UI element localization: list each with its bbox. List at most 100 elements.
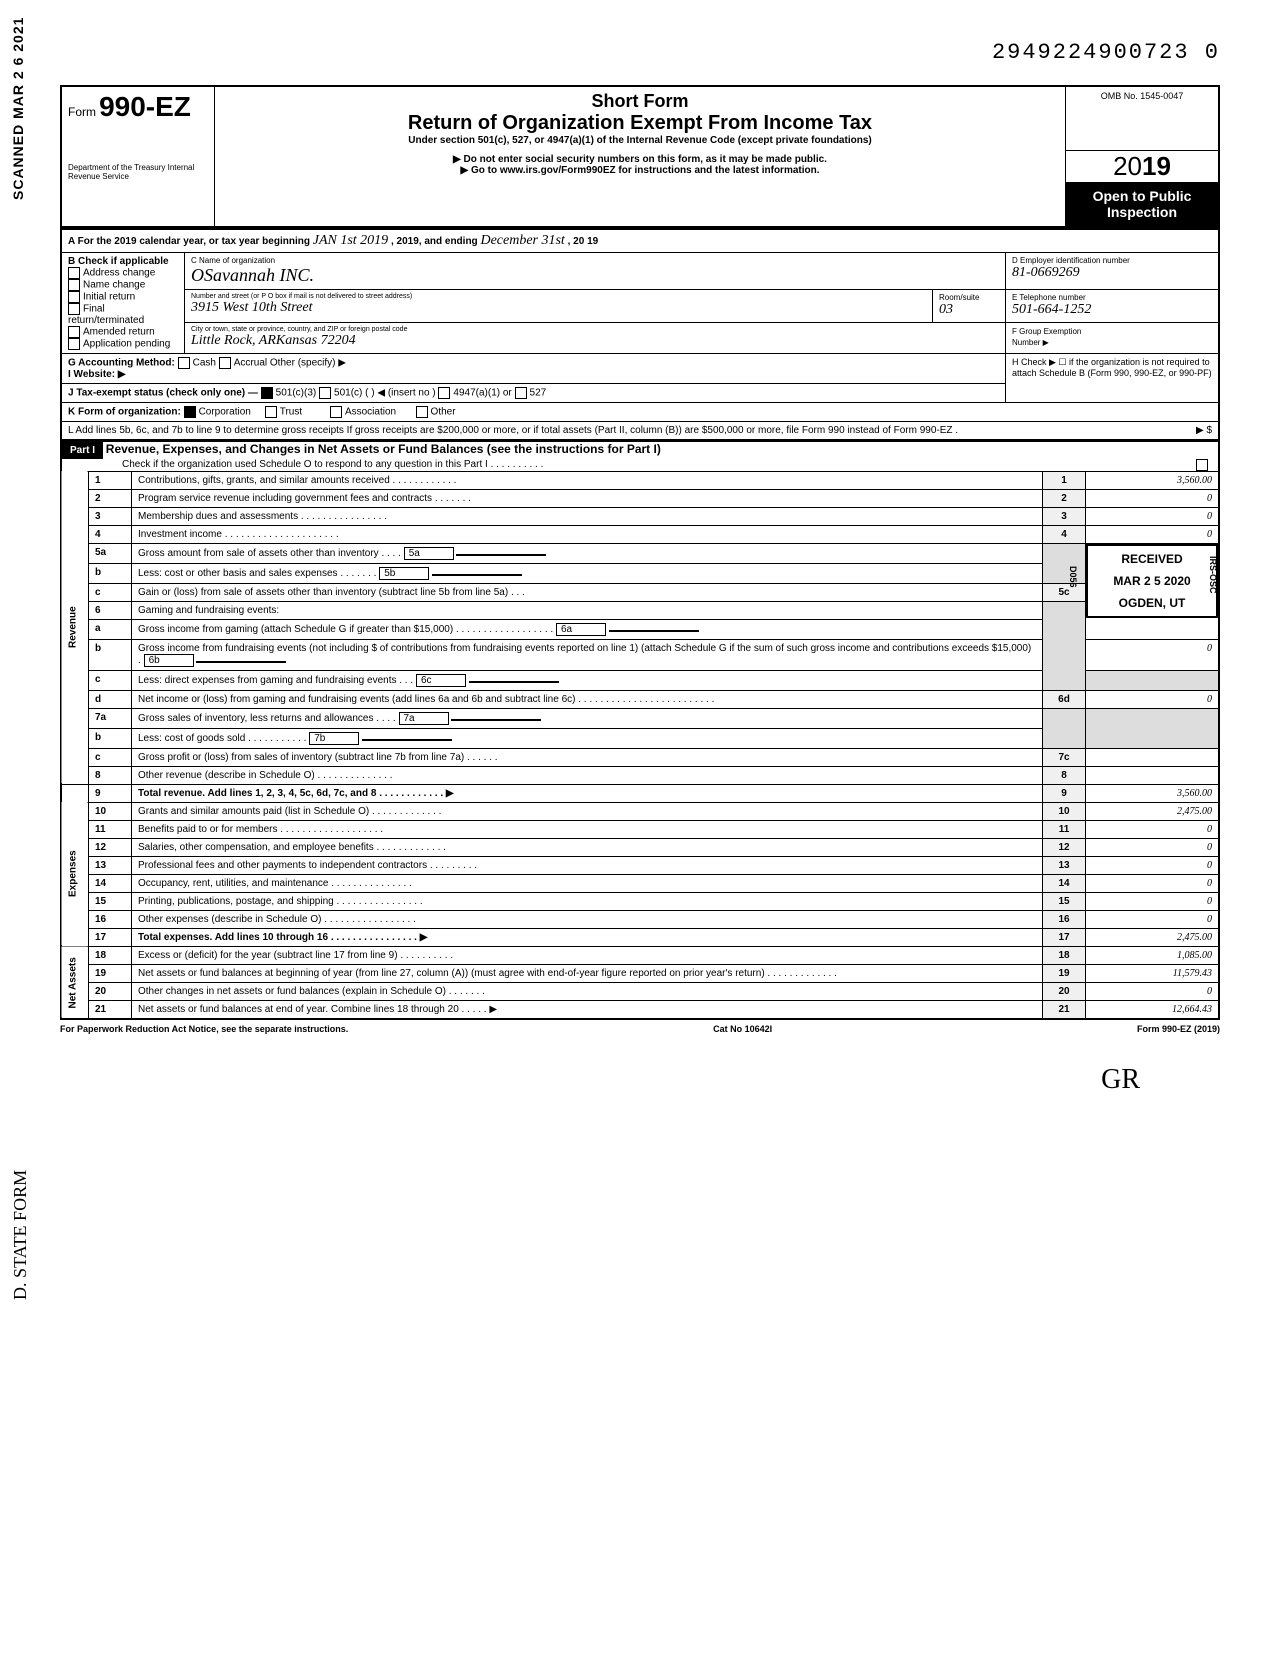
line-14-box: 14 — [1043, 874, 1086, 892]
dept-label: Department of the Treasury Internal Reve… — [68, 163, 208, 181]
line-2-num: 2 — [89, 489, 132, 507]
line-17-num: 17 — [89, 928, 132, 946]
form-number: 990-EZ — [99, 91, 191, 122]
line-2-box: 2 — [1043, 489, 1086, 507]
box-6a-amt[interactable] — [609, 630, 699, 632]
line-14-desc: Occupancy, rent, utilities, and maintena… — [132, 874, 1043, 892]
line-7c-desc: Gross profit or (loss) from sales of inv… — [132, 748, 1043, 766]
line-11-amount: 0 — [1086, 820, 1220, 838]
line-8-box: 8 — [1043, 766, 1086, 784]
insert-label: ) ◀ (insert no ) — [371, 387, 435, 398]
line-6d-desc: Net income or (loss) from gaming and fun… — [132, 690, 1043, 708]
line-6d-box: 6d — [1043, 690, 1086, 708]
line-12-amount: 0 — [1086, 838, 1220, 856]
line-8-num: 8 — [89, 766, 132, 784]
k-label: K Form of organization: — [68, 406, 181, 417]
line-9-desc: Total revenue. Add lines 1, 2, 3, 4, 5c,… — [132, 784, 1043, 802]
line-7c-num: c — [89, 748, 132, 766]
calendar-line: A For the 2019 calendar year, or tax yea… — [68, 236, 310, 247]
other-method-label: Other (specify) ▶ — [270, 357, 346, 368]
amended-checkbox[interactable] — [68, 326, 80, 338]
app-pending-label: Application pending — [83, 338, 170, 349]
line-13-amount: 0 — [1086, 856, 1220, 874]
line-17-amount: 2,475.00 — [1086, 928, 1220, 946]
box-7b-amt[interactable] — [362, 739, 452, 741]
box-5b-amt[interactable] — [432, 574, 522, 576]
accrual-checkbox[interactable] — [219, 357, 231, 369]
initial-return-checkbox[interactable] — [68, 291, 80, 303]
received-stamp: RECEIVED MAR 2 5 2020 OGDEN, UT IRS-OSC … — [1086, 544, 1218, 618]
line-18-desc: Excess or (deficit) for the year (subtra… — [132, 946, 1043, 964]
box-6c: 6c — [416, 674, 466, 687]
website-link: ▶ Go to www.irs.gov/Form990EZ for instru… — [221, 165, 1059, 176]
line-6a-num: a — [89, 619, 132, 639]
line-20-box: 20 — [1043, 982, 1086, 1000]
document-id: 2949224900723 0 — [60, 40, 1220, 65]
form-prefix: Form — [68, 105, 96, 119]
line-5c-box: 5c — [1043, 583, 1086, 601]
4947-checkbox[interactable] — [438, 387, 450, 399]
room-label: Room/suite — [939, 293, 999, 302]
line-8-desc: Other revenue (describe in Schedule O) .… — [132, 766, 1043, 784]
assoc-checkbox[interactable] — [330, 406, 342, 418]
line-1-num: 1 — [89, 471, 132, 489]
part1-label: Part I — [62, 442, 103, 459]
e-label: E Telephone number — [1012, 293, 1212, 302]
501c-label: 501(c) ( — [334, 387, 368, 398]
line-15-box: 15 — [1043, 892, 1086, 910]
line-15-num: 15 — [89, 892, 132, 910]
corp-checkbox[interactable] — [184, 406, 196, 418]
line-12-desc: Salaries, other compensation, and employ… — [132, 838, 1043, 856]
addr-change-checkbox[interactable] — [68, 267, 80, 279]
assoc-label: Association — [345, 406, 396, 417]
street-value: 3915 West 10th Street — [191, 300, 926, 316]
city-label: City or town, state or province, country… — [191, 326, 999, 333]
trust-label: Trust — [280, 406, 302, 417]
schedule-o-checkbox[interactable] — [1196, 459, 1208, 471]
final-return-checkbox[interactable] — [68, 303, 80, 315]
line-7a-desc: Gross sales of inventory, less returns a… — [132, 708, 1043, 728]
section-b-label: B Check if applicable — [68, 256, 169, 267]
footer-mid: Cat No 10642I — [713, 1024, 772, 1034]
part1-title: Revenue, Expenses, and Changes in Net As… — [106, 442, 661, 456]
room-value: 03 — [939, 302, 999, 318]
box-7a-amt[interactable] — [451, 719, 541, 721]
trust-checkbox[interactable] — [265, 406, 277, 418]
line-12-num: 12 — [89, 838, 132, 856]
line-3-desc: Membership dues and assessments . . . . … — [132, 507, 1043, 525]
omb-number: OMB No. 1545-0047 — [1066, 86, 1220, 150]
line-20-desc: Other changes in net assets or fund bala… — [132, 982, 1043, 1000]
4947-label: 4947(a)(1) or — [453, 387, 511, 398]
line-5a-desc: Gross amount from sale of assets other t… — [132, 543, 1043, 563]
box-6c-amt[interactable] — [469, 681, 559, 683]
501c3-label: 501(c)(3) — [276, 387, 317, 398]
line-6d-num: d — [89, 690, 132, 708]
line-19-box: 19 — [1043, 964, 1086, 982]
527-checkbox[interactable] — [515, 387, 527, 399]
line-17-desc: Total expenses. Add lines 10 through 16 … — [132, 928, 1043, 946]
tax-year: 2019 — [1066, 151, 1218, 182]
line-16-desc: Other expenses (describe in Schedule O) … — [132, 910, 1043, 928]
j-label: J Tax-exempt status (check only one) — — [68, 387, 258, 398]
line-16-box: 16 — [1043, 910, 1086, 928]
open-public-badge: Open to Public Inspection — [1066, 182, 1218, 226]
501c-checkbox[interactable] — [319, 387, 331, 399]
name-change-label: Name change — [83, 279, 145, 290]
line-7c-amount — [1086, 748, 1220, 766]
line-21-box: 21 — [1043, 1000, 1086, 1019]
box-5a-amt[interactable] — [456, 554, 546, 556]
line-8-amount — [1086, 766, 1220, 784]
line-5a-num: 5a — [89, 543, 132, 563]
box-6b-amt[interactable] — [196, 661, 286, 663]
line-6d-amount: 0 — [1086, 690, 1220, 708]
501c3-checkbox[interactable] — [261, 387, 273, 399]
line-13-num: 13 — [89, 856, 132, 874]
c-label: C Name of organization — [191, 256, 999, 265]
line-10-desc: Grants and similar amounts paid (list in… — [132, 802, 1043, 820]
line-9-num: 9 — [89, 784, 132, 802]
name-change-checkbox[interactable] — [68, 279, 80, 291]
cash-checkbox[interactable] — [178, 357, 190, 369]
app-pending-checkbox[interactable] — [68, 338, 80, 350]
other-org-checkbox[interactable] — [416, 406, 428, 418]
info-section: A For the 2019 calendar year, or tax yea… — [60, 228, 1220, 441]
